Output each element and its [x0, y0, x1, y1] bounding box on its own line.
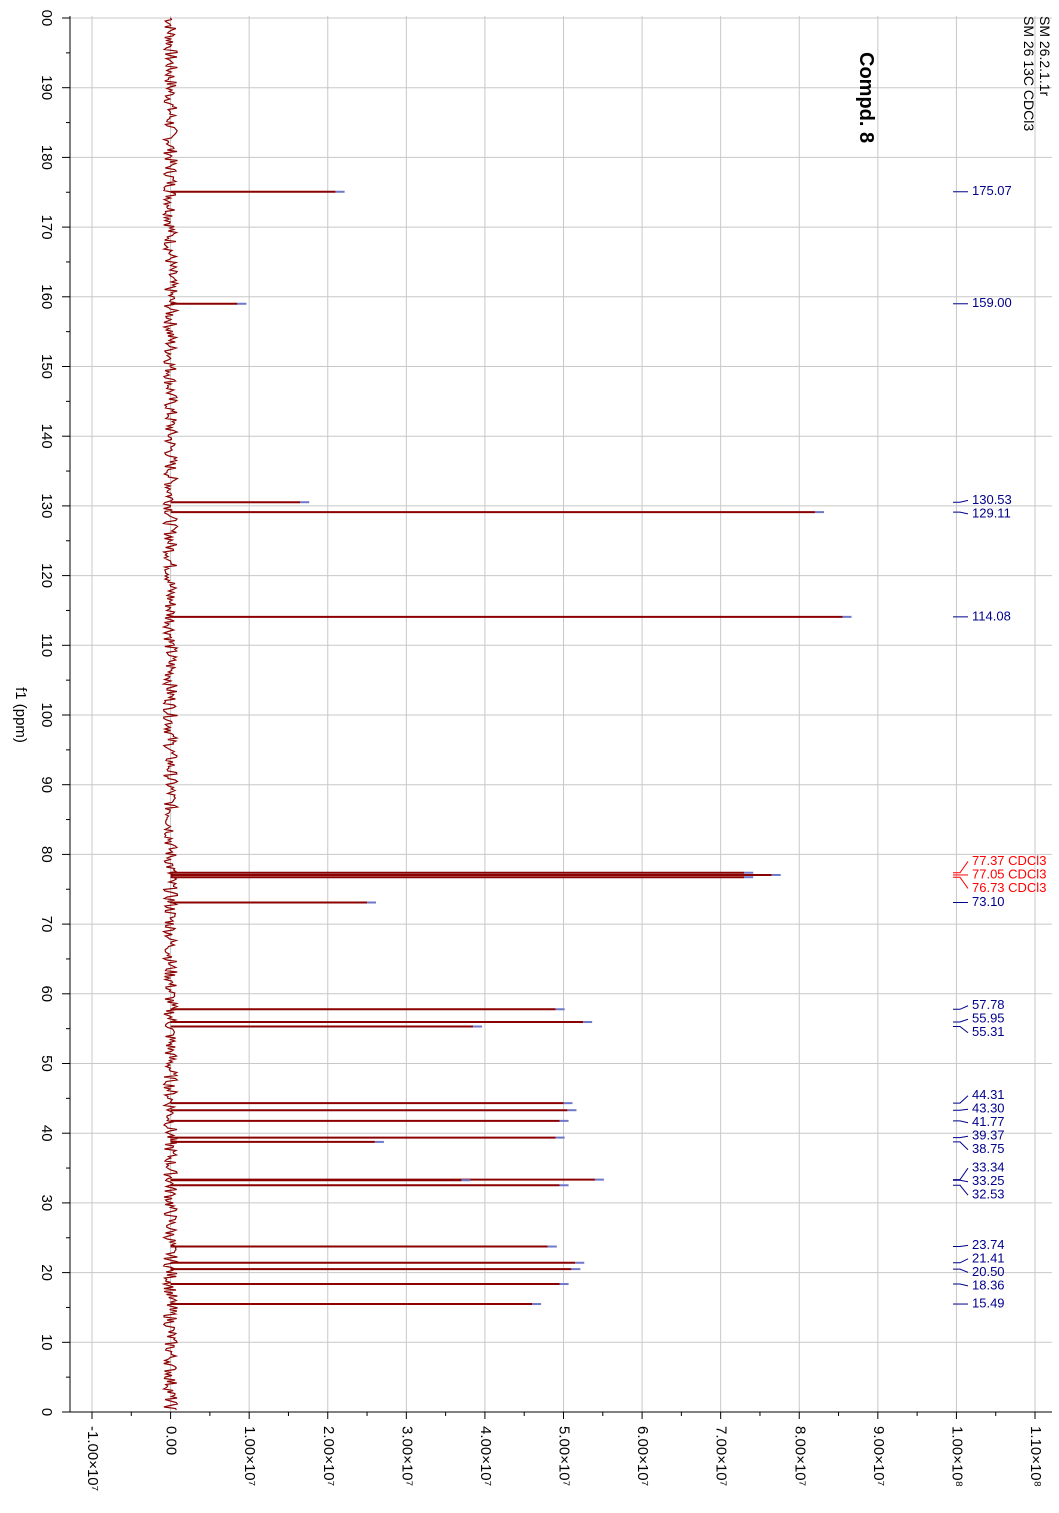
ppm-tick-label: 150	[38, 354, 55, 379]
intensity-tick-label: 8.00×10⁷	[791, 1426, 808, 1486]
intensity-tick-label: 4.00×10⁷	[477, 1426, 494, 1486]
peak-label-connector	[953, 1120, 969, 1124]
spectrum-series	[161, 17, 180, 1411]
peak-label-connector	[953, 1108, 969, 1111]
ppm-tick-label: 40	[38, 1125, 55, 1142]
peak-label: 43.30	[972, 1101, 1005, 1116]
chart-title: Compd. 8	[855, 52, 877, 143]
ppm-tick-label: 90	[38, 776, 55, 793]
peak-label-connector	[953, 1184, 969, 1196]
peak-label: 32.53	[972, 1187, 1005, 1202]
peak-label-connector	[953, 1005, 969, 1010]
peak-label-connector	[953, 1025, 969, 1034]
peak-label: 33.34	[972, 1160, 1005, 1175]
peak-label-connector	[953, 1018, 969, 1023]
peak-label: 130.53	[972, 492, 1012, 507]
spectrum-baseline-noise	[161, 17, 180, 1411]
ppm-tick-label: 140	[38, 424, 55, 449]
peak-label-connector	[953, 1167, 969, 1181]
peak-label: 18.36	[972, 1277, 1005, 1292]
text-layer: Compd. 8 SM 26.2.1.1r SM 26 13C CDCl3 f1…	[12, 16, 1053, 743]
ppm-tick-label: 110	[38, 633, 55, 657]
ppm-tick-label: 70	[38, 916, 55, 933]
peak-label: 38.75	[972, 1141, 1005, 1156]
intensity-tick-label: 6.00×10⁷	[634, 1426, 651, 1486]
header-line-1: SM 26.2.1.1r	[1037, 16, 1053, 96]
peak-label-connector	[953, 511, 969, 515]
intensity-tick-label: 3.00×10⁷	[398, 1426, 415, 1486]
peak-label: 77.37 CDCl3	[972, 853, 1046, 868]
peak-label-connector	[953, 499, 969, 503]
ppm-tick-label: 100	[38, 702, 55, 727]
peak-label: 55.31	[972, 1024, 1005, 1039]
ppm-tick-label: 50	[38, 1055, 55, 1072]
ppm-tick-label: 60	[38, 985, 55, 1002]
ppm-axis-title: f1 (ppm)	[12, 687, 29, 743]
peak-label-connector	[953, 1135, 969, 1139]
intensity-tick-label: 1.10×10⁸	[1027, 1426, 1044, 1487]
peak-label-connector	[953, 1244, 969, 1248]
intensity-tick-label: 1.00×10⁸	[948, 1426, 965, 1487]
peak-label: 20.50	[972, 1264, 1005, 1279]
peak-label: 129.11	[972, 505, 1011, 520]
peak-label: 175.07	[972, 183, 1012, 198]
intensity-tick-label: 1.00×10⁷	[241, 1426, 258, 1486]
intensity-tick-label: 9.00×10⁷	[870, 1426, 887, 1486]
ppm-tick-label: 120	[38, 563, 55, 588]
peak-label: 44.31	[972, 1087, 1005, 1102]
intensity-tick-label: -1.00×10⁷	[84, 1426, 101, 1491]
ppm-tick-label: 190	[38, 75, 55, 100]
peak-label-connector	[953, 1268, 969, 1273]
ppm-tick-label: 0	[38, 1408, 55, 1416]
ppm-tick-label: 20	[38, 1264, 55, 1281]
peak-label: 41.77	[972, 1114, 1005, 1129]
peak-label: 77.05 CDCl3	[972, 866, 1046, 881]
peak-label: 21.41	[972, 1250, 1005, 1265]
peak-label-connector	[953, 1258, 969, 1264]
ppm-tick-label: 170	[38, 215, 55, 240]
ppm-tick-label: 80	[38, 846, 55, 863]
peak-label: 76.73 CDCl3	[972, 880, 1046, 895]
intensity-tick-label: 5.00×10⁷	[556, 1426, 573, 1486]
grid-layer	[70, 16, 1052, 1413]
peak-label-connector	[953, 1141, 969, 1151]
peak-label: 159.00	[972, 295, 1012, 310]
header-line-2: SM 26 13C CDCl3	[1021, 16, 1037, 131]
peak-label: 73.10	[972, 894, 1005, 909]
peak-label: 114.08	[972, 608, 1011, 623]
peak-label: 33.25	[972, 1173, 1005, 1188]
peak-layer	[170, 190, 852, 1306]
peak-label: 23.74	[972, 1237, 1005, 1252]
peak-label: 55.95	[972, 1011, 1005, 1026]
peak-label-connector	[953, 876, 969, 889]
ppm-tick-label: 180	[38, 145, 55, 170]
ppm-tick-label: 30	[38, 1195, 55, 1212]
peak-label: 15.49	[972, 1295, 1005, 1310]
intensity-tick-label: 2.00×10⁷	[320, 1426, 337, 1486]
ppm-tick-label: 10	[38, 1334, 55, 1351]
peak-label: 57.78	[972, 997, 1005, 1012]
peak-label-connector	[953, 861, 969, 874]
peak-label: 39.37	[972, 1128, 1005, 1143]
intensity-tick-label: 7.00×10⁷	[713, 1426, 730, 1486]
axes: 0 10 20 30 40 50 60 70 80 90 100 110 120 130 140 150 160…	[38, 10, 1052, 1491]
peak-label-connector	[953, 1095, 969, 1104]
peak-label-connector	[953, 1179, 969, 1183]
ppm-tick-label: 00	[38, 10, 55, 27]
peak-label-connector	[953, 1283, 969, 1287]
ppm-tick-label: 130	[38, 493, 55, 518]
intensity-tick-label: 0.00	[163, 1426, 180, 1455]
ppm-tick-label: 160	[38, 284, 55, 309]
